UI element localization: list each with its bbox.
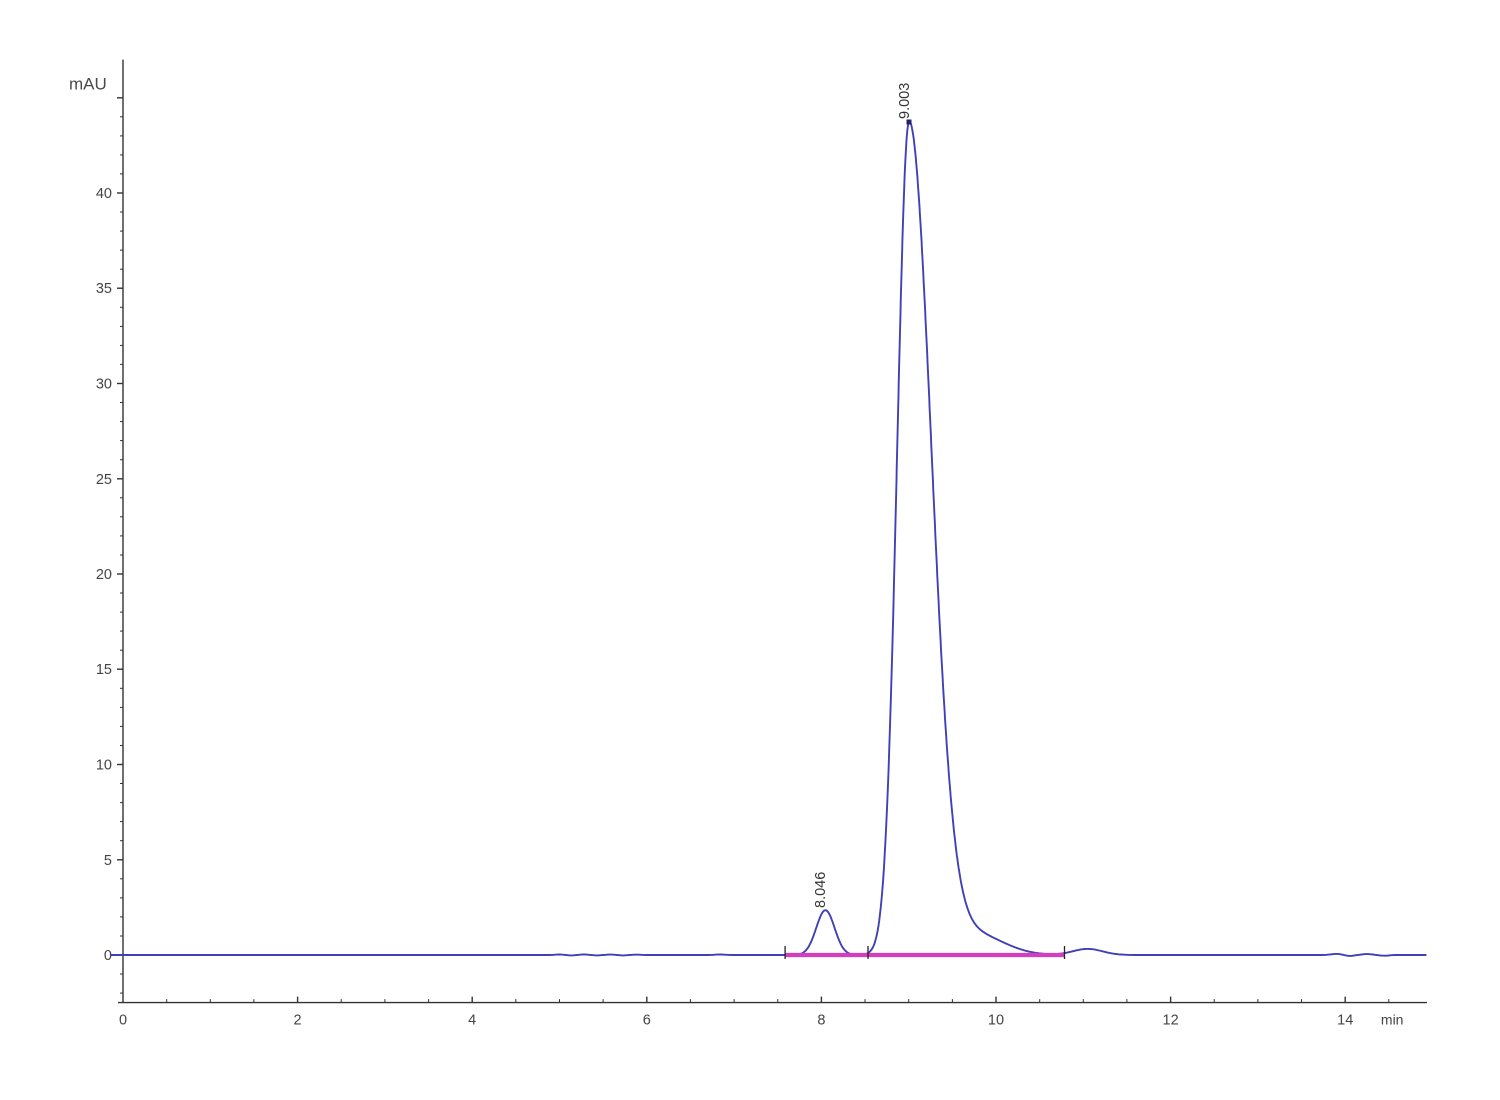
svg-text:8.046: 8.046 [813,872,829,908]
svg-text:4: 4 [468,1013,476,1029]
svg-text:10: 10 [96,758,112,774]
svg-text:min: min [1381,1012,1404,1028]
svg-text:35: 35 [96,281,112,297]
svg-text:0: 0 [104,948,112,964]
svg-text:20: 20 [96,567,112,583]
svg-text:14: 14 [1337,1013,1353,1029]
svg-text:15: 15 [96,662,112,678]
svg-text:0: 0 [119,1013,127,1029]
svg-text:40: 40 [96,186,112,202]
svg-text:25: 25 [96,472,112,488]
svg-text:mAU: mAU [69,75,107,94]
svg-text:2: 2 [294,1013,302,1029]
svg-text:6: 6 [643,1013,651,1029]
svg-text:9.003: 9.003 [897,83,913,119]
svg-text:10: 10 [988,1013,1004,1029]
svg-text:12: 12 [1163,1013,1179,1029]
svg-text:8: 8 [817,1013,825,1029]
svg-text:30: 30 [96,377,112,393]
svg-text:5: 5 [104,853,112,869]
